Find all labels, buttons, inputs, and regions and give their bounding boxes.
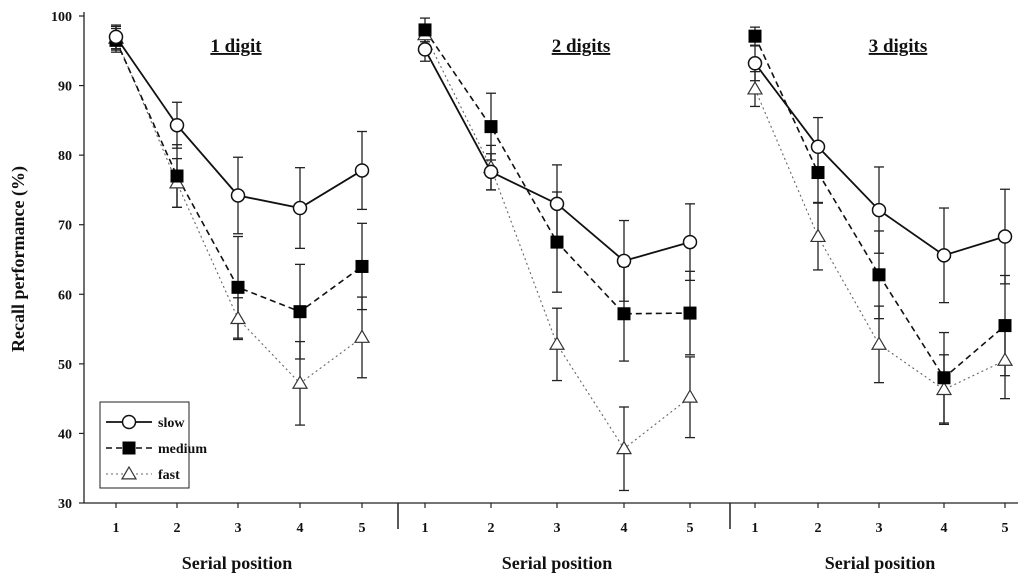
fast-marker-legend	[120, 465, 138, 480]
fast-series-line	[754, 88, 1006, 391]
x-tick-label: 4	[297, 521, 304, 536]
fast-marker-0	[353, 329, 371, 343]
medium-marker-1	[683, 306, 697, 320]
medium-marker-1	[617, 307, 631, 321]
x-tick-label: 1	[752, 521, 759, 536]
fast-marker-0	[291, 375, 309, 389]
x-tick-label: 1	[422, 521, 429, 536]
x-axis-label: Serial position	[182, 553, 293, 573]
slow-marker-2	[936, 248, 952, 263]
x-tick-label: 5	[687, 521, 694, 536]
y-tick-label: 60	[58, 288, 72, 303]
slow-marker-2	[871, 202, 887, 218]
slow-marker-2	[810, 139, 826, 155]
slow-marker-legend	[121, 414, 137, 430]
slow-marker-0	[108, 29, 124, 45]
slow-series-line	[754, 62, 1006, 257]
fast-marker-2	[746, 80, 764, 95]
medium-marker-0	[231, 280, 245, 294]
y-tick-label: 70	[58, 219, 72, 234]
legend-box	[99, 401, 190, 489]
slow-marker-0	[354, 163, 370, 178]
slow-marker-1	[417, 42, 433, 57]
medium-marker-0	[355, 259, 369, 273]
fast-marker-1	[615, 440, 633, 455]
slow-marker-1	[616, 253, 632, 269]
x-axis-label: Serial position	[825, 553, 936, 573]
x-tick-label: 2	[815, 521, 822, 536]
fast-marker-0	[229, 310, 247, 325]
fast-marker-1	[681, 389, 699, 403]
medium-marker-2	[998, 319, 1012, 333]
x-tick-label: 5	[1002, 521, 1009, 536]
slow-marker-1	[549, 196, 565, 212]
fast-marker-2	[935, 381, 953, 396]
medium-series-line	[754, 35, 1006, 379]
medium-series-line	[115, 40, 363, 313]
x-tick-label: 5	[359, 521, 366, 536]
y-axis-label: Recall performance (%)	[8, 166, 29, 352]
slow-marker-1	[682, 234, 698, 250]
medium-marker-1	[550, 235, 564, 249]
legend-label: medium	[158, 442, 207, 457]
medium-marker-2	[872, 268, 886, 282]
medium-marker-1	[484, 120, 498, 134]
slow-marker-2	[997, 229, 1013, 244]
medium-marker-0	[293, 305, 307, 319]
medium-marker-1	[418, 23, 432, 37]
x-tick-label: 3	[235, 521, 242, 536]
slow-marker-0	[169, 117, 185, 133]
y-tick-label: 50	[58, 358, 72, 373]
y-tick-label: 80	[58, 149, 72, 164]
x-tick-label: 3	[876, 521, 883, 536]
x-tick-label: 4	[621, 521, 628, 536]
medium-marker-2	[937, 371, 951, 385]
medium-marker-2	[811, 166, 825, 180]
slow-marker-1	[483, 164, 499, 180]
fast-marker-2	[996, 352, 1014, 366]
x-axis-label: Serial position	[502, 553, 613, 573]
x-tick-label: 2	[488, 521, 495, 536]
y-tick-label: 40	[58, 427, 72, 442]
fast-marker-1	[548, 336, 566, 350]
legend-label: fast	[158, 468, 180, 483]
x-tick-label: 1	[113, 521, 120, 536]
legend-label: slow	[158, 416, 185, 431]
medium-marker-0	[170, 169, 184, 183]
panel-title: 2 digits	[552, 36, 611, 57]
slow-marker-0	[230, 188, 246, 203]
slow-marker-0	[292, 200, 308, 216]
x-tick-label: 2	[174, 521, 181, 536]
y-tick-label: 100	[51, 10, 72, 25]
slow-marker-2	[747, 56, 763, 71]
panel-title: 1 digit	[210, 36, 262, 57]
medium-marker-legend	[122, 441, 136, 455]
x-tick-label: 4	[941, 521, 948, 536]
fast-marker-2	[809, 228, 827, 243]
fast-marker-2	[870, 336, 888, 350]
y-tick-label: 30	[58, 497, 72, 512]
medium-marker-2	[748, 29, 762, 43]
panel-title: 3 digits	[869, 36, 928, 57]
y-tick-label: 90	[58, 80, 72, 95]
x-tick-label: 3	[554, 521, 561, 536]
